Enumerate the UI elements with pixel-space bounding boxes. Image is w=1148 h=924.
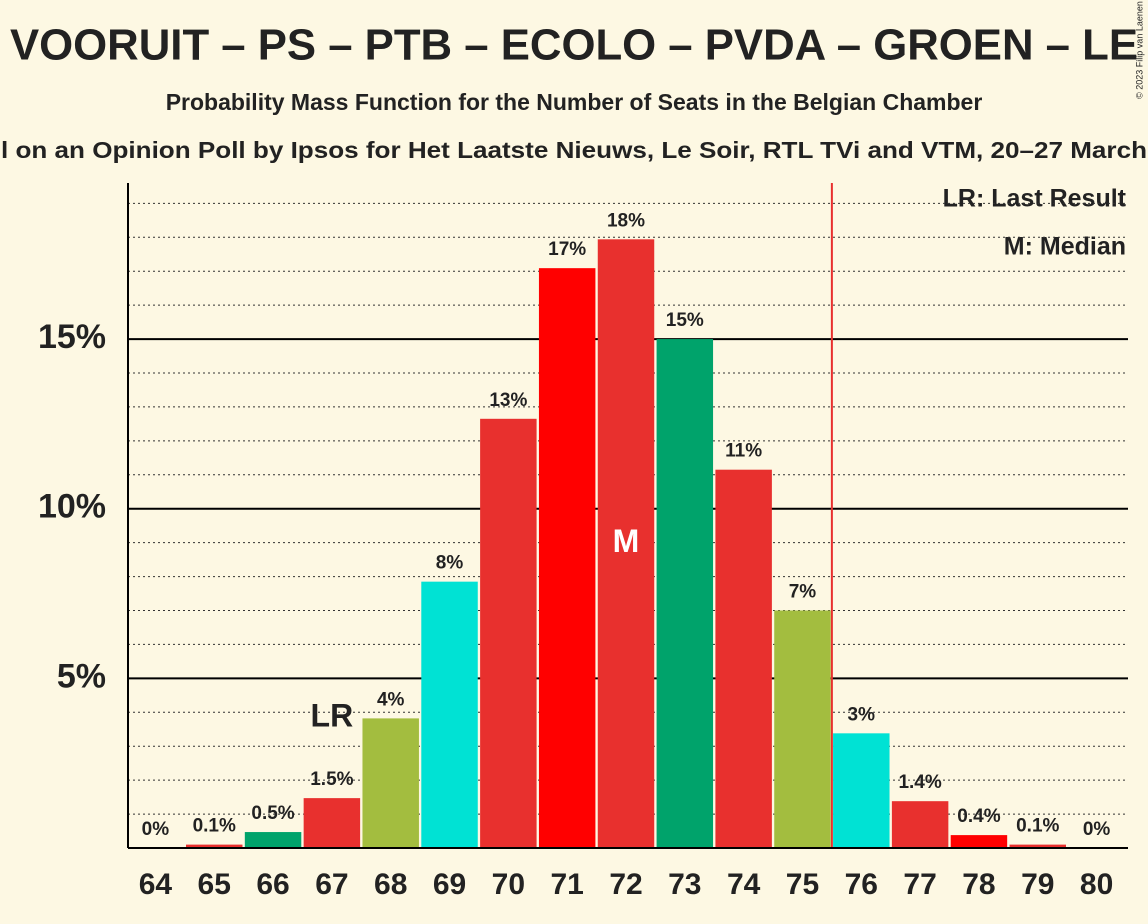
value-label: 0.5% bbox=[251, 803, 294, 824]
y-tick-label: 15% bbox=[38, 318, 106, 356]
value-label: 3% bbox=[848, 704, 876, 725]
bar bbox=[950, 835, 1008, 848]
bar bbox=[186, 844, 243, 848]
value-label: 0.1% bbox=[1016, 816, 1059, 837]
value-label: 0.4% bbox=[957, 806, 1000, 827]
value-label: 1.4% bbox=[898, 772, 941, 793]
value-label: 0.1% bbox=[193, 816, 236, 837]
x-tick-label: 71 bbox=[550, 868, 583, 901]
legend-entry: LR: Last Result bbox=[943, 185, 1127, 213]
bar bbox=[891, 801, 949, 848]
last-result-label: LR bbox=[311, 698, 354, 734]
chart-subtitle: Probability Mass Function for the Number… bbox=[166, 89, 983, 115]
bar bbox=[1009, 844, 1066, 848]
x-tick-label: 65 bbox=[198, 868, 231, 901]
x-tick-label: 72 bbox=[609, 868, 642, 901]
value-label: 0% bbox=[1083, 819, 1111, 840]
bar bbox=[303, 798, 361, 848]
x-tick-label: 73 bbox=[668, 868, 701, 901]
value-label: 7% bbox=[789, 582, 817, 603]
bar bbox=[362, 718, 419, 848]
chart-source: l on an Opinion Poll by Ipsos for Het La… bbox=[1, 137, 1147, 163]
value-label: 8% bbox=[436, 553, 464, 574]
x-tick-label: 78 bbox=[962, 868, 995, 901]
bar bbox=[538, 268, 596, 848]
value-label: 15% bbox=[666, 310, 704, 331]
x-tick-label: 75 bbox=[786, 868, 819, 901]
x-tick-label: 67 bbox=[315, 868, 348, 901]
median-label: M bbox=[613, 523, 640, 559]
bar bbox=[656, 339, 714, 848]
x-tick-label: 77 bbox=[903, 868, 936, 901]
x-tick-label: 68 bbox=[374, 868, 407, 901]
x-tick-label: 79 bbox=[1021, 868, 1054, 901]
y-tick-label: 5% bbox=[57, 657, 106, 695]
bar bbox=[774, 610, 831, 848]
bar bbox=[244, 832, 302, 848]
bar bbox=[421, 581, 478, 848]
bar bbox=[833, 733, 890, 848]
value-label: 4% bbox=[377, 689, 405, 710]
x-tick-label: 74 bbox=[727, 868, 761, 901]
copyright: © 2023 Filip van Laenen bbox=[1134, 1, 1144, 99]
value-label: 11% bbox=[725, 441, 762, 462]
x-tick-label: 76 bbox=[845, 868, 878, 901]
bar bbox=[480, 418, 537, 848]
value-label: 0% bbox=[142, 819, 170, 840]
value-label: 1.5% bbox=[310, 769, 353, 790]
value-label: 18% bbox=[607, 210, 645, 231]
x-tick-label: 70 bbox=[492, 868, 525, 901]
x-tick-label: 64 bbox=[139, 868, 173, 901]
y-tick-label: 10% bbox=[38, 488, 106, 526]
bar bbox=[597, 239, 655, 849]
x-tick-label: 80 bbox=[1080, 868, 1113, 901]
x-tick-label: 66 bbox=[256, 868, 289, 901]
x-tick-label: 69 bbox=[433, 868, 466, 901]
chart-title: VOORUIT – PS – PTB – ECOLO – PVDA – GROE… bbox=[10, 21, 1138, 70]
value-label: 13% bbox=[489, 390, 527, 411]
value-label: 17% bbox=[548, 239, 586, 260]
bar bbox=[715, 469, 772, 848]
